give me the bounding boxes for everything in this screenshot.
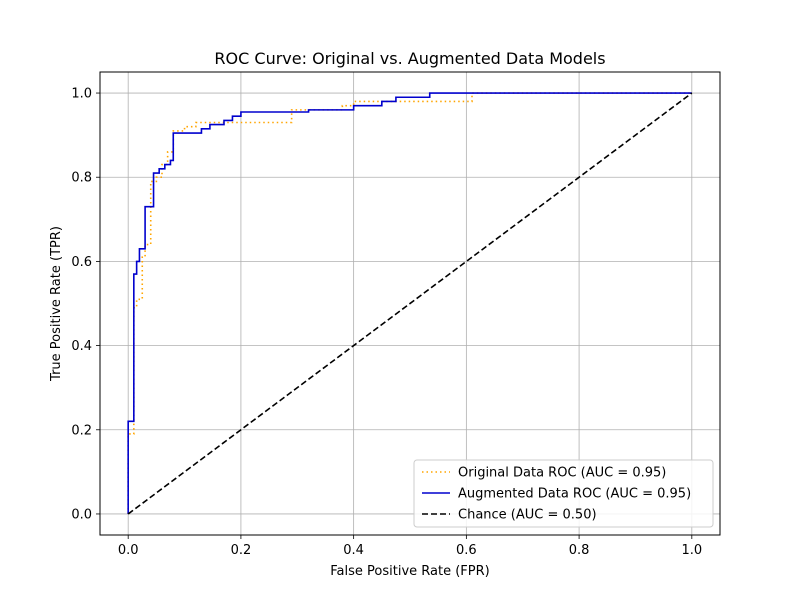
y-tick-label: 0.6	[71, 255, 92, 270]
y-tick-label: 0.0	[71, 507, 92, 522]
x-tick-label: 0.2	[231, 543, 252, 558]
x-tick-label: 0.0	[118, 543, 139, 558]
x-tick-label: 0.8	[569, 543, 590, 558]
y-tick-label: 1.0	[71, 87, 92, 102]
legend-entry-1: Augmented Data ROC (AUC = 0.95)	[458, 487, 691, 502]
x-tick-label: 0.6	[456, 543, 477, 558]
legend-entry-0: Original Data ROC (AUC = 0.95)	[458, 466, 666, 481]
x-tick-label: 0.4	[343, 543, 364, 558]
legend-entry-2: Chance (AUC = 0.50)	[458, 508, 597, 523]
y-tick-label: 0.4	[71, 339, 92, 354]
legend-box	[413, 459, 714, 528]
series-layer	[127, 92, 693, 515]
grid	[100, 72, 720, 535]
series-line-1	[127, 92, 692, 514]
y-tick-label: 0.2	[71, 423, 92, 438]
y-tick-label: 0.8	[71, 171, 92, 186]
series-line-0	[127, 92, 692, 514]
series-line-2	[127, 92, 693, 515]
x-tick-label: 1.0	[681, 543, 702, 558]
x-axis-label: False Positive Rate (FPR)	[330, 564, 489, 579]
chart-title: ROC Curve: Original vs. Augmented Data M…	[214, 49, 605, 68]
ticks: 0.0 0.2 0.4 0.6 0.8 1.0 0.0 0.2 0.4 0.6 0.8 1.0	[71, 87, 702, 558]
legend: Original Data ROC (AUC = 0.95) Augmented …	[413, 459, 714, 528]
plot-frame	[99, 71, 721, 536]
y-axis-label: True Positive Rate (TPR)	[49, 226, 64, 382]
